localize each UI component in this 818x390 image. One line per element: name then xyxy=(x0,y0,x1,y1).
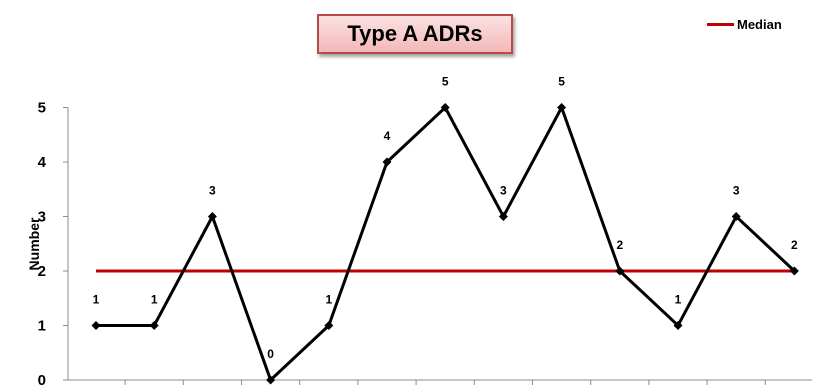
data-point-marker xyxy=(557,103,567,112)
data-label: 4 xyxy=(384,129,391,143)
data-label: 1 xyxy=(325,293,332,307)
y-tick-label: 5 xyxy=(38,100,46,117)
data-label: 3 xyxy=(733,184,740,198)
chart-title: Type A ADRs xyxy=(317,14,513,54)
data-label: 5 xyxy=(442,75,449,89)
data-point-marker xyxy=(731,212,741,221)
data-point-marker xyxy=(266,375,276,385)
legend: Median xyxy=(707,14,782,34)
data-point-marker xyxy=(673,321,683,330)
data-point-marker xyxy=(615,266,625,276)
y-tick-label: 4 xyxy=(38,154,47,171)
data-label: 3 xyxy=(500,184,507,198)
data-point-marker xyxy=(207,212,217,221)
legend-median-line-icon xyxy=(707,22,734,26)
y-tick-label: 0 xyxy=(38,372,46,389)
data-label: 1 xyxy=(151,293,158,307)
data-point-marker xyxy=(789,266,799,276)
y-tick-label: 2 xyxy=(38,263,46,280)
data-label: 5 xyxy=(558,75,565,89)
series-line xyxy=(96,103,796,383)
legend-median-label: Median xyxy=(737,16,782,32)
data-point-marker xyxy=(440,103,450,112)
data-label: 2 xyxy=(616,238,623,252)
data-point-marker xyxy=(91,321,101,330)
y-tick-label: 1 xyxy=(38,318,46,335)
data-label: 3 xyxy=(209,184,216,198)
data-label: 1 xyxy=(93,293,100,307)
y-tick-label: 3 xyxy=(38,209,46,226)
data-label: 2 xyxy=(791,238,798,252)
data-point-marker xyxy=(498,212,508,221)
data-label: 1 xyxy=(675,293,682,307)
data-label: 0 xyxy=(267,347,274,361)
chart-title-text: Type A ADRs xyxy=(347,21,483,46)
data-point-marker xyxy=(382,157,392,167)
data-point-marker xyxy=(149,321,159,330)
data-point-marker xyxy=(324,321,334,330)
